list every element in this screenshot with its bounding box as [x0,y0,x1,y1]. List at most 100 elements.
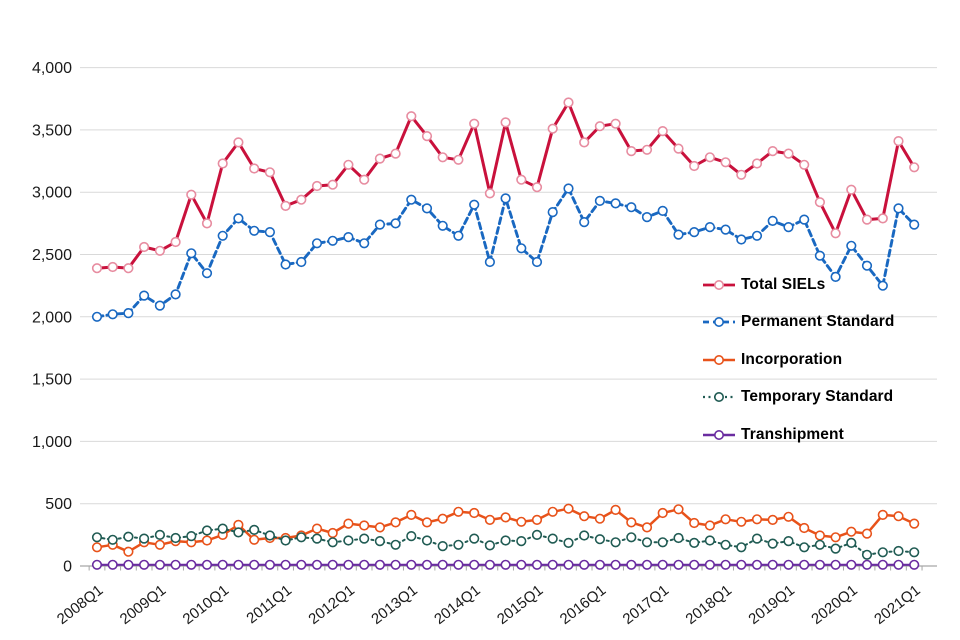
permanent-standard-marker [767,215,778,226]
incorporation-marker [406,509,417,521]
transhipment-marker [579,559,590,570]
incorporation-marker [814,530,826,541]
legend-marker-transhipment [703,429,735,440]
transhipment-marker [139,559,150,570]
transhipment-marker [91,559,103,570]
incorporation-marker [437,513,448,524]
total-siels-marker [547,123,558,134]
transhipment-marker [123,559,134,570]
incorporation-marker [123,546,134,557]
total-siels-marker [91,263,103,274]
total-siels-marker [280,200,291,211]
permanent-standard-marker [516,243,527,254]
transhipment-marker [311,559,323,570]
transhipment-marker [280,559,291,570]
transhipment-marker [437,559,448,570]
incorporation-marker [736,516,747,527]
total-siels-marker [610,118,621,129]
temporary-standard-marker [909,547,920,558]
transhipment-marker [217,559,228,570]
temporary-standard-marker [579,530,590,541]
transhipment-marker [170,559,181,570]
y-axis-label: 1,500 [32,372,72,389]
total-siels-marker [736,169,747,180]
incorporation-marker [154,539,165,550]
temporary-standard-marker [736,542,747,553]
incorporation-marker [909,518,920,529]
temporary-standard-marker [437,540,448,552]
transhipment-marker [641,559,653,570]
temporary-standard-marker [280,535,291,546]
temporary-standard-marker [186,530,197,542]
temporary-standard-marker [751,533,763,544]
transhipment-marker [500,559,511,570]
incorporation-marker [500,512,511,523]
incorporation-marker [767,514,778,526]
permanent-standard-marker [469,199,480,210]
total-siels-marker [327,179,338,190]
transhipment-marker [610,559,621,570]
temporary-standard-marker [154,529,165,541]
transhipment-marker [594,559,606,570]
total-siels-marker [657,126,668,137]
legend-marker-temporary-standard [703,392,735,403]
temporary-standard-marker [421,535,433,546]
total-siels-marker [516,174,527,185]
temporary-standard-marker [249,524,260,536]
permanent-standard-marker [610,198,621,209]
permanent-standard-marker [783,222,794,233]
x-axis-label: 2011Q1 [243,582,295,628]
permanent-standard-marker [484,256,496,268]
legend-item-total-siels: Total SIELs [702,266,894,304]
permanent-standard-marker [531,256,543,268]
total-siels-marker [170,236,181,248]
legend-label: Temporary Standard [741,388,894,406]
incorporation-marker [327,527,338,539]
total-siels-marker [437,152,448,163]
legend-marker-incorporation [703,354,735,365]
temporary-standard-marker [799,542,810,553]
total-siels-marker [123,263,134,274]
temporary-standard-marker [767,538,778,549]
temporary-standard-marker [783,535,794,547]
permanent-standard-marker [641,212,653,223]
permanent-standard-marker [280,259,291,270]
temporary-standard-marker [547,533,558,544]
legend-label: Incorporation [741,350,843,368]
permanent-standard-marker [296,256,307,268]
total-siels-marker [531,182,543,193]
legend-label: Transhipment [741,425,844,443]
x-axis-label: 2019Q1 [745,582,798,628]
permanent-standard-marker [154,300,165,311]
transhipment-marker [783,559,794,570]
x-axis-label: 2015Q1 [494,582,547,628]
total-siels-marker [139,241,150,253]
x-axis-label: 2018Q1 [683,582,736,628]
total-siels-marker [877,213,888,224]
y-axis-label: 3,000 [32,185,72,202]
temporary-standard-marker [657,537,668,548]
permanent-standard-marker [217,230,228,241]
incorporation-marker [311,523,323,534]
permanent-standard-marker [233,213,244,224]
temporary-standard-marker [374,535,386,547]
legend-marker-total-siels [703,279,735,290]
temporary-standard-marker [484,540,496,551]
legend-item-transhipment: Transhipment [702,416,894,454]
incorporation-marker [893,511,904,522]
permanent-standard-marker [249,225,260,236]
permanent-standard-marker [563,183,574,194]
permanent-standard-marker [673,229,684,240]
permanent-standard-marker [390,218,401,229]
temporary-standard-marker [233,527,244,538]
transhipment-marker [484,559,496,570]
temporary-standard-marker [814,539,826,550]
legend-marker-permanent-standard [703,317,735,328]
total-siels-marker [390,148,401,159]
total-siels-marker [861,214,873,225]
incorporation-marker [673,504,684,515]
total-siels-marker [563,97,574,108]
permanent-standard-marker [201,268,213,279]
transhipment-marker [327,559,338,570]
permanent-standard-marker [799,214,810,225]
